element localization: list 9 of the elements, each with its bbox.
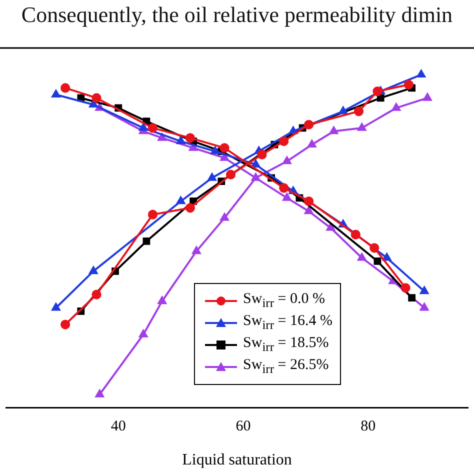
legend-label: Sw$_{irr}$ = 26.5%	[243, 357, 329, 377]
x-tick-label: 80	[360, 418, 376, 435]
legend-label: Sw$_{irr}$ = 0.0 %	[243, 291, 325, 311]
text: Consequently, the oil relative permeability dimin	[20, 2, 454, 28]
legend-label: Sw$_{irr}$ = 18.5%	[243, 335, 329, 355]
x-tick-label: 40	[110, 418, 126, 435]
legend-label: Sw$_{irr}$ = 16.4 %	[243, 313, 332, 333]
x-tick-label: 60	[236, 418, 251, 435]
x-axis-title: Liquid saturation	[182, 452, 292, 469]
